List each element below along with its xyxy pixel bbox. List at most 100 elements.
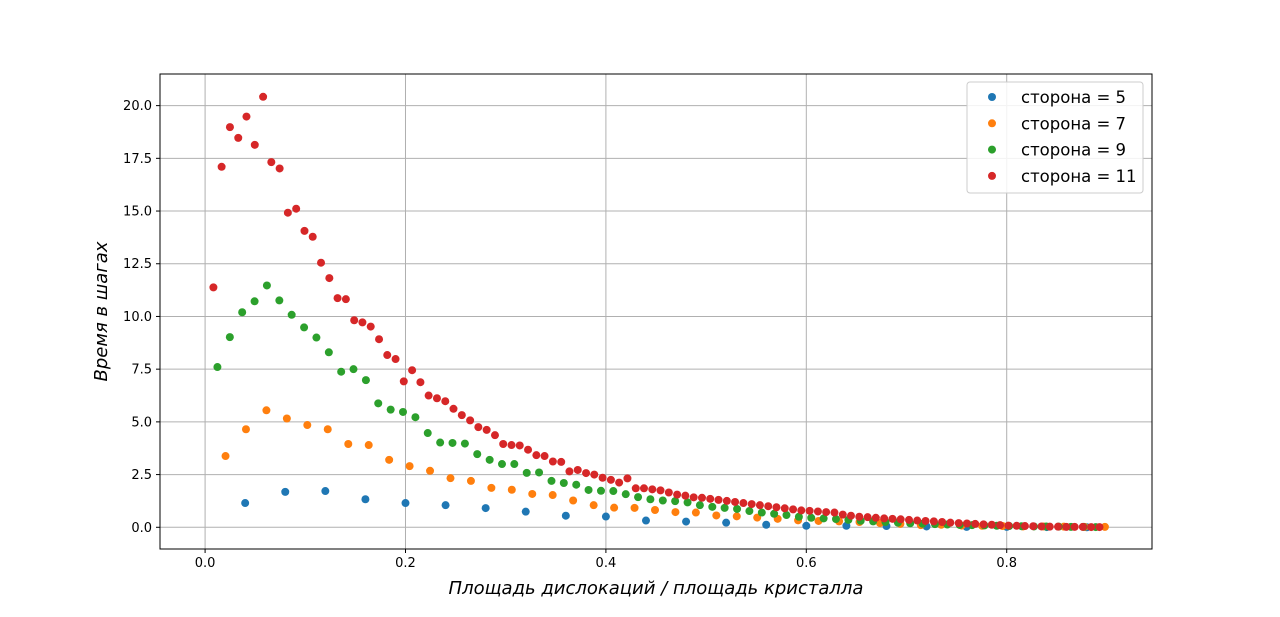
data-point (855, 512, 864, 521)
data-point (1070, 522, 1079, 531)
data-point (481, 504, 490, 513)
data-point (1087, 523, 1096, 532)
data-point (722, 518, 731, 527)
data-point (780, 504, 789, 513)
data-point (789, 505, 798, 514)
data-point (548, 457, 557, 466)
data-point (510, 460, 519, 469)
data-point (217, 162, 226, 171)
data-point (242, 112, 251, 121)
data-point (938, 518, 947, 527)
legend-marker (988, 145, 996, 154)
data-point (225, 123, 234, 132)
data-point (474, 423, 483, 432)
y-axis-title: Время в шагах (91, 241, 112, 381)
data-point (423, 429, 432, 438)
data-point (682, 517, 691, 526)
data-point (241, 425, 250, 434)
data-point (971, 519, 980, 528)
data-point (584, 485, 593, 494)
data-point (449, 404, 458, 413)
data-point (275, 164, 284, 173)
data-point (733, 504, 742, 513)
data-point (300, 323, 309, 332)
data-point (1095, 523, 1104, 532)
data-point (1020, 522, 1029, 531)
data-point (813, 507, 822, 516)
data-point (361, 495, 370, 504)
y-tick-label: 0.0 (131, 521, 152, 536)
data-point (561, 511, 570, 520)
data-point (424, 391, 433, 400)
data-point (631, 484, 640, 493)
data-point (639, 484, 648, 493)
data-points (209, 92, 1109, 532)
x-tick-label: 0.6 (796, 556, 817, 571)
data-point (358, 318, 367, 327)
data-point (880, 514, 889, 523)
data-point (238, 308, 247, 317)
data-point (641, 516, 650, 525)
data-point (664, 488, 673, 497)
data-point (770, 509, 779, 518)
data-point (1029, 522, 1038, 531)
data-point (213, 363, 222, 372)
data-point (323, 425, 332, 434)
y-tick-label: 5.0 (131, 415, 152, 430)
data-point (714, 495, 723, 504)
data-point (473, 450, 482, 459)
data-point (589, 501, 598, 510)
data-point (646, 495, 655, 504)
data-point (292, 204, 301, 213)
data-point (366, 322, 375, 331)
data-point (532, 451, 541, 460)
data-point (739, 499, 748, 508)
data-point (341, 295, 350, 304)
data-point (283, 208, 292, 217)
data-point (753, 513, 762, 522)
data-point (1078, 522, 1087, 531)
data-point (485, 455, 494, 464)
legend: сторона = 5 сторона = 7 сторона = 9 сторона… (966, 81, 1144, 194)
data-point (300, 226, 309, 235)
data-point (303, 421, 312, 430)
data-point (996, 521, 1005, 530)
data-point (559, 479, 568, 488)
data-point (755, 501, 764, 510)
data-point (987, 520, 996, 529)
data-point (374, 399, 383, 408)
y-tick-label: 20.0 (123, 99, 152, 114)
data-point (499, 440, 508, 449)
data-point (831, 515, 840, 524)
data-point (548, 491, 557, 500)
data-point (797, 506, 806, 515)
data-point (234, 133, 243, 142)
data-point (720, 503, 729, 512)
data-point (772, 503, 781, 512)
data-point (398, 407, 407, 416)
data-point (401, 499, 410, 508)
data-point (324, 348, 333, 357)
x-tick-label: 0.8 (996, 556, 1017, 571)
data-point (905, 515, 914, 524)
series-3 (209, 92, 1104, 532)
data-point (621, 490, 630, 499)
legend-marker (988, 119, 996, 128)
y-tick-label: 2.5 (131, 468, 152, 483)
data-point (344, 440, 353, 449)
data-point (267, 158, 276, 167)
data-point (706, 494, 715, 503)
data-point (609, 487, 618, 496)
data-point (671, 497, 680, 506)
data-point (312, 333, 321, 342)
data-point (896, 515, 905, 524)
data-point (522, 468, 531, 477)
data-point (262, 281, 271, 290)
data-point (535, 468, 544, 477)
data-point (482, 425, 491, 434)
data-point (695, 501, 704, 510)
data-point (651, 506, 659, 514)
data-point (838, 510, 847, 519)
data-point (333, 294, 342, 303)
